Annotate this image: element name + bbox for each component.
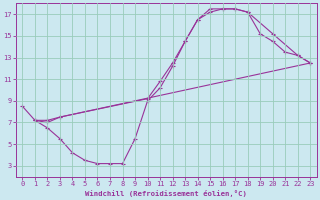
X-axis label: Windchill (Refroidissement éolien,°C): Windchill (Refroidissement éolien,°C) bbox=[85, 190, 247, 197]
